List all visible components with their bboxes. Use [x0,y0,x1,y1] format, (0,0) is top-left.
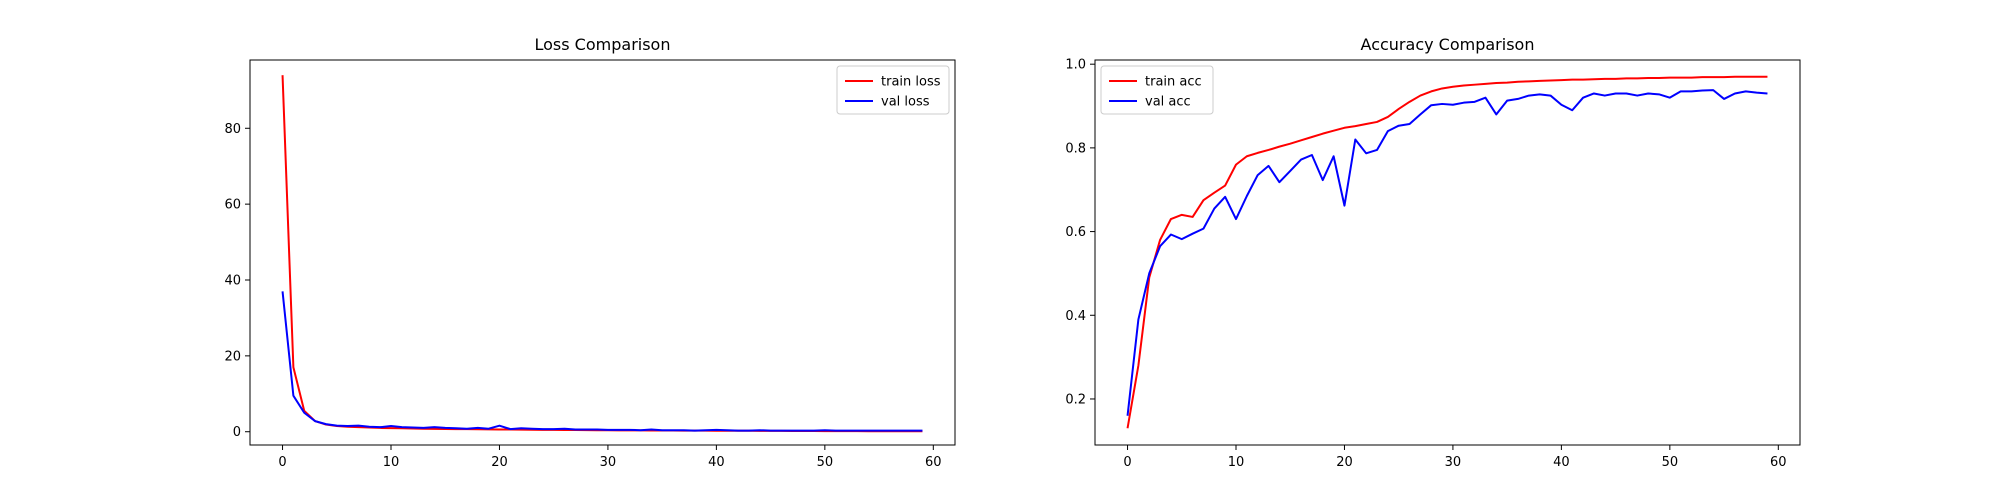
legend-label: val acc [1145,95,1191,110]
x-tick-label: 0 [278,455,286,470]
chart-panel-1: Accuracy Comparison 0 10 20 30 40 50 60 0.2 0.4 0.… [1065,35,1801,470]
y-tick-label: 0.8 [1065,141,1086,156]
y-tick-label: 0.2 [1065,392,1086,407]
x-tick-label: 30 [1445,455,1462,470]
x-tick-label: 10 [1228,455,1245,470]
x-tick-label: 50 [817,455,834,470]
y-tick-label: 0.6 [1065,225,1086,240]
legend: train acc val acc [1100,65,1214,115]
x-tick-label: 20 [1336,455,1353,470]
x-tick-label: 40 [1553,455,1570,470]
x-tick-label: 60 [1770,455,1787,470]
x-tick-label: 60 [925,455,942,470]
legend-label: train loss [881,75,941,90]
chart-panel-0: Loss Comparison 0 10 20 30 40 50 60 0 20 40 60 80 tra… [224,35,956,470]
y-tick-label: 0 [233,425,241,440]
series-line-val-loss [281,291,923,432]
x-tick-label: 20 [491,455,508,470]
y-tick-label: 40 [224,274,241,289]
series-line-train-acc [1126,75,1768,429]
y-tick-label: 60 [224,198,241,213]
x-tick-label: 50 [1662,455,1679,470]
legend: train loss val loss [836,65,950,115]
plot-frame [1094,59,1801,446]
x-tick-label: 30 [600,455,617,470]
y-tick-label: 80 [224,122,241,137]
legend-label: train acc [1145,75,1202,90]
x-tick-label: 40 [708,455,725,470]
chart-title: Accuracy Comparison [1361,35,1535,54]
y-tick-label: 20 [224,349,241,364]
chart-title: Loss Comparison [535,35,671,54]
series-line-val-acc [1126,89,1768,416]
x-tick-label: 10 [383,455,400,470]
plot-frame [249,59,956,446]
y-tick-label: 1.0 [1065,58,1086,73]
x-tick-label: 0 [1123,455,1131,470]
y-tick-label: 0.4 [1065,309,1086,324]
series-line-train-loss [281,75,923,433]
legend-label: val loss [881,95,930,110]
